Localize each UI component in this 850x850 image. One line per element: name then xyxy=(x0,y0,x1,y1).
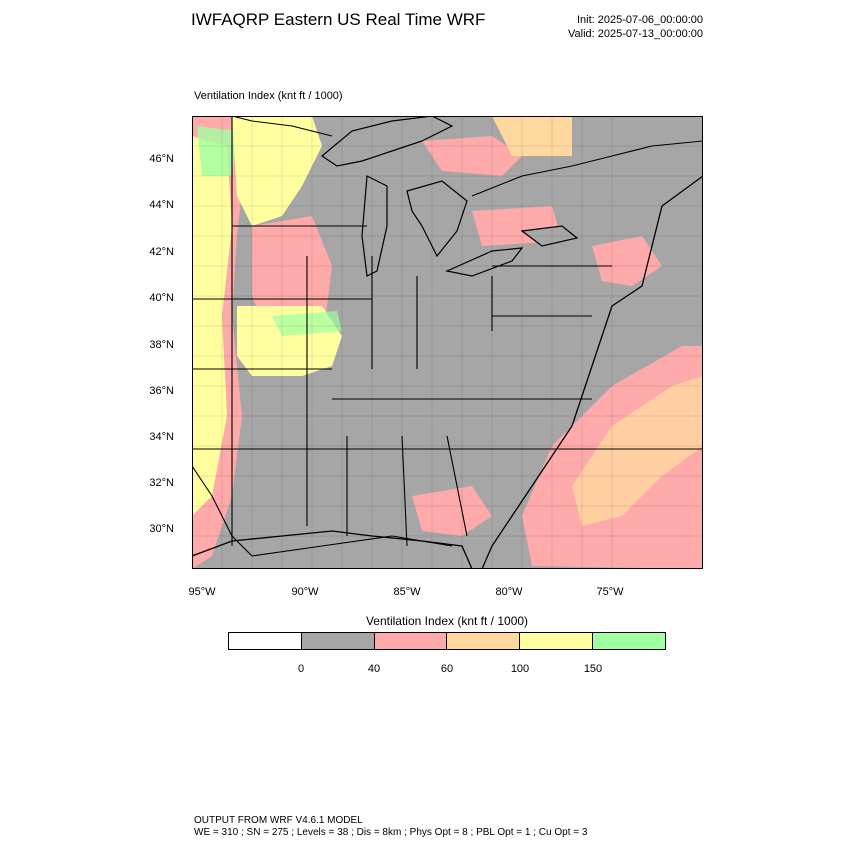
ventilation-index-map xyxy=(192,116,703,569)
lat-label: 32°N xyxy=(149,477,174,489)
colorbar-title: Ventilation Index (knt ft / 1000) xyxy=(365,614,529,628)
lake-huron xyxy=(406,180,468,258)
colorbar-tick-label: 0 xyxy=(297,663,305,675)
init-valid-info: Init: 2025-07-06_00:00:00 Valid: 2025-07… xyxy=(568,13,703,41)
colorbar-segment xyxy=(301,633,375,649)
colorbar-segment xyxy=(593,633,665,649)
lat-label: 30°N xyxy=(149,523,174,535)
colorbar-segment xyxy=(520,633,594,649)
lat-label: 44°N xyxy=(149,199,174,211)
county-boundaries xyxy=(192,116,703,569)
state-boundaries xyxy=(192,116,703,557)
lat-label: 34°N xyxy=(149,431,174,443)
lat-label: 42°N xyxy=(149,246,174,258)
colorbar-tick-label: 150 xyxy=(583,663,603,675)
lake-michigan xyxy=(361,175,388,277)
lon-label: 85°W xyxy=(393,586,421,598)
init-time: Init: 2025-07-06_00:00:00 xyxy=(577,14,703,26)
model-version: OUTPUT FROM WRF V4.6.1 MODEL xyxy=(194,815,363,826)
canada-border xyxy=(231,116,703,197)
east-coastline xyxy=(481,175,703,569)
lat-label: 40°N xyxy=(149,292,174,304)
colorbar-segment xyxy=(229,633,302,649)
lake-superior xyxy=(320,116,454,167)
colorbar-segment xyxy=(447,633,521,649)
model-config: WE = 310 ; SN = 275 ; Levels = 38 ; Dis … xyxy=(194,827,588,838)
lat-label: 38°N xyxy=(149,339,174,351)
chart-title: IWFAQRP Eastern US Real Time WRF xyxy=(191,10,486,29)
colorbar xyxy=(228,632,666,650)
model-info-footer: OUTPUT FROM WRF V4.6.1 MODEL WE = 310 ; … xyxy=(194,815,587,839)
value-field xyxy=(192,116,703,569)
lake-erie xyxy=(445,247,524,277)
map-variable-label: Ventilation Index (knt ft / 1000) xyxy=(194,90,343,102)
colorbar-tick-label: 40 xyxy=(367,663,381,675)
colorbar-tick-label: 60 xyxy=(440,663,454,675)
lon-label: 75°W xyxy=(596,586,624,598)
lon-label: 80°W xyxy=(495,586,523,598)
great-lakes xyxy=(320,116,579,277)
map-frame xyxy=(192,116,703,569)
colorbar-segment xyxy=(374,633,448,649)
lon-label: 95°W xyxy=(188,586,216,598)
colorbar-tick-label: 100 xyxy=(510,663,530,675)
lon-label: 90°W xyxy=(291,586,319,598)
lake-ontario xyxy=(520,225,579,247)
lat-label: 46°N xyxy=(149,153,174,165)
gulf-coastline xyxy=(192,530,473,569)
lat-label: 36°N xyxy=(149,385,174,397)
valid-time: Valid: 2025-07-13_00:00:00 xyxy=(568,28,703,40)
